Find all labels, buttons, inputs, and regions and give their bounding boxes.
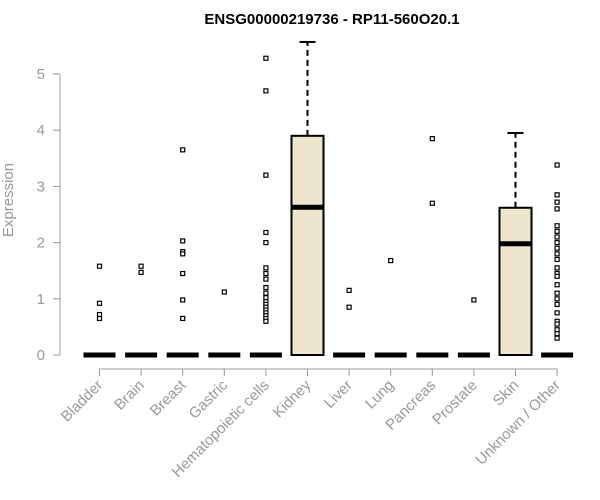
box-group (125, 263, 158, 358)
outlier-point (221, 289, 227, 295)
x-tick-label: Kidney (270, 376, 315, 421)
outlier-point (263, 229, 269, 236)
box-group (166, 147, 199, 358)
chart-title: ENSG00000219736 - RP11-560O20.1 (204, 11, 459, 28)
box-group (208, 289, 241, 358)
outlier-point (471, 297, 477, 303)
outlier-point (554, 206, 560, 212)
box-group (416, 136, 449, 358)
outlier-point (554, 335, 560, 341)
outlier-point (263, 265, 269, 271)
box (290, 134, 325, 356)
box-group (333, 287, 366, 358)
y-axis-label: Expression (0, 163, 17, 237)
outlier-point (180, 315, 186, 322)
y-tick-label: 5 (37, 66, 45, 83)
outlier-point (554, 256, 560, 263)
outlier-point (554, 192, 560, 198)
outlier-point (429, 200, 435, 206)
box-group (374, 257, 407, 358)
outlier-point (429, 136, 435, 142)
outlier-point (554, 162, 560, 168)
y-tick-label: 0 (37, 347, 45, 364)
outlier-point (180, 238, 186, 244)
plot-area (83, 40, 574, 358)
outlier-point (346, 287, 352, 293)
outlier-point (554, 290, 560, 296)
outlier-point (388, 257, 394, 264)
outlier-point (263, 290, 269, 296)
box-group (541, 162, 574, 358)
outlier-point (554, 228, 560, 234)
outlier-point (554, 240, 560, 246)
outlier-point (554, 251, 560, 257)
outlier-point (180, 251, 186, 257)
x-tick-label: Lung (362, 377, 398, 413)
box (498, 206, 533, 356)
outlier-point (180, 147, 186, 153)
x-tick-label: Breast (147, 376, 190, 419)
outlier-point (263, 284, 269, 291)
y-tick-label: 4 (37, 122, 45, 139)
outlier-point (263, 88, 269, 94)
outlier-point (554, 234, 560, 240)
outlier-point (554, 199, 560, 205)
box-group (457, 297, 490, 358)
outlier-point (554, 223, 560, 229)
x-tick-label: Prostate (429, 377, 481, 429)
outlier-point (554, 301, 560, 308)
outlier-point (554, 273, 560, 279)
outlier-point (96, 300, 103, 306)
x-tick-label: Bladder (58, 377, 107, 426)
outlier-point (138, 263, 144, 269)
outlier-point (96, 263, 103, 269)
outlier-point (346, 304, 352, 310)
outlier-point (180, 297, 186, 303)
outlier-point (263, 55, 269, 61)
outlier-point (554, 296, 560, 302)
outlier-point (96, 315, 103, 322)
outlier-point (554, 265, 560, 271)
y-tick-label: 2 (37, 235, 45, 252)
box-group (290, 40, 325, 356)
x-tick-label: Liver (321, 377, 356, 412)
outlier-point (554, 310, 560, 316)
x-tick-label: Skin (490, 377, 523, 410)
box-group (498, 132, 533, 356)
outlier-point (263, 270, 269, 277)
outlier-point (554, 245, 560, 251)
outlier-point (263, 318, 269, 324)
outlier-point (263, 276, 269, 282)
outlier-point (554, 331, 560, 337)
outlier-point (554, 282, 560, 288)
box-group (249, 55, 282, 358)
y-tick-label: 1 (37, 291, 45, 308)
outlier-point (138, 269, 144, 275)
y-axis: 0 1 2 3 4 5 (37, 66, 61, 364)
y-tick-label: 3 (37, 178, 45, 195)
outlier-point (180, 270, 186, 277)
outlier-point (554, 321, 560, 327)
box-group (83, 263, 116, 358)
x-tick-label: Brain (111, 377, 148, 414)
outlier-point (263, 172, 269, 178)
outlier-point (263, 240, 269, 246)
